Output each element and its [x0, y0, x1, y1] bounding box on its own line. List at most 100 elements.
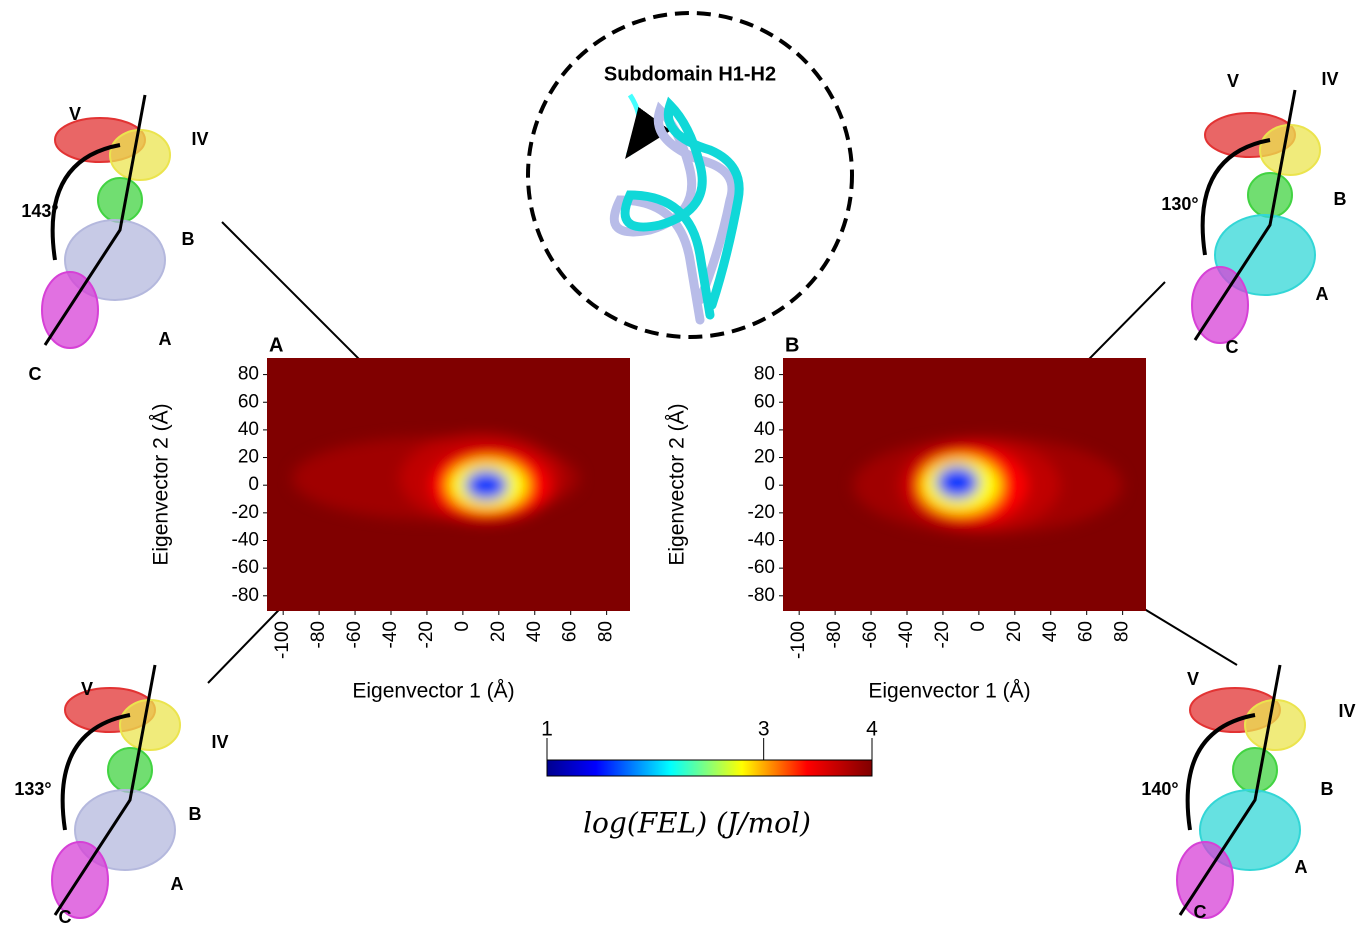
angle-arc [1200, 138, 1271, 256]
y-tick-label: 40 [238, 419, 259, 440]
x-tick-label: -20 [932, 621, 953, 648]
domain-label: IV [1321, 69, 1338, 89]
x-tick-label: 20 [1004, 621, 1025, 642]
domain-blob [64, 219, 166, 301]
domain-label: IV [191, 129, 208, 149]
x-tick-label: -60 [344, 621, 365, 648]
x-tick-label: -100 [788, 621, 809, 659]
domain-label: V [81, 679, 93, 699]
inset-circle [526, 11, 854, 339]
angle-label: 133° [14, 779, 51, 799]
domain-blob [1259, 124, 1321, 176]
x-axis-label: Eigenvector 1 (Å) [352, 680, 514, 703]
y-tick-label: -60 [232, 557, 259, 578]
helix-cartoon [609, 96, 744, 325]
y-tick-label: 40 [754, 419, 775, 440]
panel-label: A [269, 334, 283, 356]
domain-blob [107, 747, 153, 793]
protein-structure [41, 117, 171, 349]
domain-label: C [1194, 902, 1207, 922]
heatmap [292, 434, 580, 523]
x-tick-label: -80 [824, 621, 845, 648]
energy-level [935, 465, 979, 500]
colorbar-tick-label: 1 [541, 718, 553, 741]
y-tick-label: -60 [748, 557, 775, 578]
domain-blob [119, 699, 181, 751]
x-tick-label: 60 [1076, 621, 1097, 642]
domain-blob [97, 177, 143, 223]
colorbar-tick-label: 3 [758, 718, 770, 741]
x-tick-label: -20 [416, 621, 437, 648]
domain-label: B [1334, 189, 1347, 209]
heatmap [853, 436, 1123, 534]
domain-label: A [1295, 857, 1308, 877]
panel-label: B [785, 334, 799, 356]
axis-line [1178, 664, 1282, 916]
domain-label: B [182, 229, 195, 249]
angle-label: 140° [1141, 779, 1178, 799]
colorbar-label: log(FEL) (J/mol) [583, 807, 811, 840]
y-tick-label: 20 [754, 447, 775, 468]
y-tick-label: 0 [248, 474, 259, 495]
domain-label: A [159, 329, 172, 349]
y-axis-label: Eigenvector 2 (Å) [150, 403, 173, 565]
x-tick-label: 20 [488, 621, 509, 642]
domain-label: B [189, 804, 202, 824]
angle-arc [1185, 713, 1256, 831]
heatmap-layers [292, 434, 580, 523]
domain-blob [1244, 699, 1306, 751]
domain-label: C [59, 907, 72, 927]
y-tick-label: -40 [232, 530, 259, 551]
y-tick-label: 0 [764, 474, 775, 495]
axis-line [53, 664, 157, 916]
domain-blob [74, 789, 176, 871]
angle-label: 143° [21, 201, 58, 221]
rotation-arrow [625, 93, 671, 160]
protein-structure [51, 687, 181, 919]
domain-label: V [1187, 669, 1199, 689]
x-tick-label: -40 [380, 621, 401, 648]
heatmap-layers [853, 436, 1123, 534]
domain-blob [1232, 747, 1278, 793]
domain-label: C [1226, 337, 1239, 357]
domain-blob [1214, 214, 1316, 296]
domain-label: C [29, 364, 42, 384]
y-tick-label: -80 [232, 585, 259, 606]
angle-arc [60, 713, 131, 831]
domain-blob [1199, 789, 1301, 871]
x-tick-label: 60 [560, 621, 581, 642]
y-tick-label: -20 [232, 502, 259, 523]
y-tick-label: -20 [748, 502, 775, 523]
energy-level [464, 469, 508, 501]
domain-label: V [1227, 71, 1239, 91]
colorbar-tick-label: 4 [866, 718, 878, 741]
y-tick-label: -80 [748, 585, 775, 606]
x-tick-label: 80 [596, 621, 617, 642]
x-tick-label: 40 [1040, 621, 1061, 642]
y-tick-label: 80 [754, 364, 775, 385]
protein-structure [1176, 687, 1306, 919]
y-tick-label: 60 [754, 391, 775, 412]
x-tick-label: 0 [968, 621, 989, 632]
y-tick-label: 60 [238, 391, 259, 412]
colorbar [546, 759, 873, 777]
domain-label: V [69, 104, 81, 124]
x-tick-label: -80 [308, 621, 329, 648]
y-axis-label: Eigenvector 2 (Å) [666, 403, 689, 565]
inset-title: Subdomain H1-H2 [604, 63, 776, 85]
angle-label: 130° [1161, 194, 1198, 214]
domain-label: IV [1338, 701, 1355, 721]
x-axis-label: Eigenvector 1 (Å) [868, 680, 1030, 703]
domain-label: IV [211, 732, 228, 752]
axis-line [43, 94, 147, 346]
domain-label: A [171, 874, 184, 894]
x-tick-label: 40 [524, 621, 545, 642]
x-tick-label: -60 [860, 621, 881, 648]
domain-label: B [1321, 779, 1334, 799]
x-tick-label: 0 [452, 621, 473, 632]
domain-blob [1247, 172, 1293, 218]
x-tick-label: -100 [272, 621, 293, 659]
y-tick-label: 20 [238, 447, 259, 468]
